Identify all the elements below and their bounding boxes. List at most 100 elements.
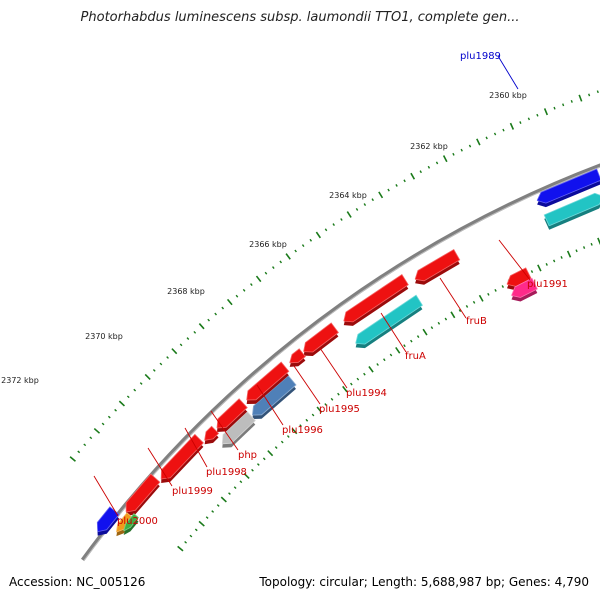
- inner-scale-tick: [552, 259, 556, 263]
- inner-scale-tick: [267, 450, 274, 457]
- gene-feature[interactable]: [123, 513, 140, 535]
- outer-scale-tick: [371, 198, 374, 202]
- gene-plu1996[interactable]: [252, 375, 297, 420]
- outer-scale-tick: [452, 152, 455, 156]
- inner-scale-tick: [316, 406, 323, 413]
- tick-label: 2372 kbp: [1, 376, 39, 385]
- inner-scale-tick: [368, 366, 374, 373]
- inner-scale-tick: [465, 305, 469, 308]
- inner-scale-tick: [311, 413, 315, 417]
- gene-label-fruA[interactable]: fruA: [405, 351, 426, 362]
- genome-backbone: [80, 163, 600, 562]
- gene-fruB[interactable]: [414, 248, 461, 285]
- gene-label-plu1989[interactable]: plu1989: [460, 51, 501, 62]
- outer-scale-tick: [118, 400, 126, 407]
- gene-fruA[interactable]: [355, 294, 423, 349]
- outer-scale-tick: [264, 271, 268, 275]
- gene-label-plu1998[interactable]: plu1998: [206, 467, 247, 478]
- inner-scale-tick: [437, 321, 441, 325]
- tick-label: 2370 kbp: [85, 332, 123, 341]
- inner-scale-tick: [280, 440, 284, 444]
- outer-scale-tick: [159, 362, 163, 366]
- gene-plu1995[interactable]: [303, 322, 339, 356]
- leader-line-plu1995: [293, 365, 321, 405]
- gene-plu1994[interactable]: [343, 273, 409, 326]
- gene-plu1991[interactable]: [506, 267, 532, 291]
- outer-scale-tick: [126, 395, 130, 399]
- outer-scale-tick: [442, 155, 448, 163]
- inner-scale-tick: [299, 424, 302, 428]
- outer-scale-tick: [596, 90, 599, 94]
- outer-scale-tick: [419, 170, 422, 174]
- inner-scale-tick: [450, 311, 456, 319]
- inner-scale-tick: [487, 292, 490, 296]
- gene-label-plu1996[interactable]: plu1996: [282, 425, 323, 436]
- inner-scale-tick: [291, 427, 298, 435]
- inner-scale-tick: [395, 346, 401, 354]
- gene-label-plu1999[interactable]: plu1999: [172, 486, 213, 497]
- outer-scale-tick: [553, 106, 556, 110]
- inner-scale-tick: [177, 545, 184, 552]
- outer-scale-tick: [186, 337, 190, 340]
- gene-plu1991-pink[interactable]: [511, 277, 538, 302]
- outer-scale-tick: [214, 312, 217, 316]
- outer-scale-tick: [340, 218, 343, 221]
- inner-scale-tick: [337, 392, 340, 396]
- gene-label-plu1995[interactable]: plu1995: [319, 404, 360, 415]
- outer-scale-tick: [226, 298, 233, 306]
- inner-scale-tick: [416, 335, 420, 339]
- inner-scale-tick: [494, 288, 497, 292]
- inner-scale-tick: [403, 344, 406, 348]
- inner-scale-tick: [189, 534, 193, 538]
- gene-plu1999[interactable]: [160, 433, 204, 483]
- inner-scale-tick: [530, 270, 534, 273]
- leader-line-plu1996: [256, 384, 284, 426]
- outer-scale-tick: [387, 188, 390, 192]
- leader-line-plu2000: [93, 475, 119, 517]
- gene-plu1989-adj[interactable]: [536, 168, 600, 208]
- outer-scale-tick: [101, 422, 105, 426]
- gene-features[interactable]: [96, 159, 600, 537]
- gene-feature[interactable]: [96, 506, 120, 536]
- tick-label: 2366 kbp: [249, 240, 287, 249]
- map-title: Photorhabdus luminescens subsp. laumondi…: [80, 10, 520, 25]
- inner-scale-tick: [256, 463, 260, 466]
- inner-scale-tick: [383, 358, 386, 362]
- outer-scale-tick: [588, 93, 591, 97]
- outer-scale-tick: [107, 415, 111, 419]
- gene-label-plu1991[interactable]: plu1991: [527, 279, 568, 290]
- outer-scale-tick: [235, 294, 239, 298]
- inner-scale-tick: [233, 486, 237, 490]
- outer-scale-tick: [485, 136, 488, 140]
- inner-scale-tick: [211, 510, 215, 513]
- outer-scale-tick: [294, 249, 297, 253]
- inner-scale-tick: [286, 435, 290, 438]
- scale-ticks: [69, 90, 600, 552]
- outer-scale-tick: [324, 228, 328, 232]
- gene-label-plu2000[interactable]: plu2000: [117, 516, 158, 527]
- gene-plu2000[interactable]: [125, 473, 161, 516]
- inner-scale-tick: [198, 520, 205, 527]
- inner-scale-tick: [430, 326, 434, 330]
- gene-feature[interactable]: [289, 348, 306, 367]
- outer-scale-tick: [378, 191, 384, 199]
- outer-scale-tick: [363, 203, 367, 206]
- gene-feature[interactable]: [246, 361, 290, 404]
- outer-scale-tick: [144, 373, 151, 380]
- outer-scale-tick: [221, 306, 225, 310]
- gene-labels[interactable]: plu1989 plu1991 fruB fruA plu1994 plu1995 plu1…: [117, 51, 568, 527]
- gene-label-plu1994[interactable]: plu1994: [346, 388, 387, 399]
- inner-scale-tick: [262, 457, 266, 461]
- gene-label-fruB[interactable]: fruB: [466, 316, 487, 327]
- leader-line-plu1989: [497, 55, 519, 90]
- inner-scale-tick: [458, 309, 462, 313]
- gene-label-php[interactable]: php: [238, 450, 257, 461]
- outer-scale-tick: [570, 100, 573, 103]
- gene-plu1989[interactable]: [543, 192, 600, 230]
- gene-feature[interactable]: [204, 425, 220, 445]
- outer-scale-tick: [133, 388, 137, 392]
- outer-scale-tick: [301, 244, 305, 248]
- outer-scale-tick: [346, 211, 352, 218]
- outer-scale-tick: [519, 121, 522, 124]
